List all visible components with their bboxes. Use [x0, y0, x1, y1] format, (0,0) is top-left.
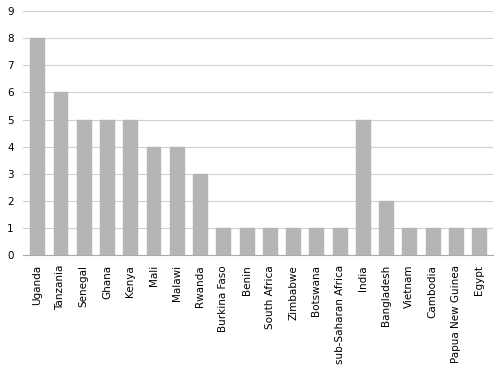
Bar: [332, 228, 346, 255]
Bar: [449, 228, 463, 255]
Bar: [54, 92, 68, 255]
Bar: [356, 119, 370, 255]
Bar: [240, 228, 254, 255]
Bar: [263, 228, 277, 255]
Bar: [30, 38, 44, 255]
Bar: [100, 119, 114, 255]
Bar: [124, 119, 137, 255]
Bar: [402, 228, 416, 255]
Bar: [310, 228, 324, 255]
Bar: [216, 228, 230, 255]
Bar: [286, 228, 300, 255]
Bar: [193, 174, 207, 255]
Bar: [77, 119, 90, 255]
Bar: [146, 147, 160, 255]
Bar: [170, 147, 184, 255]
Bar: [379, 201, 393, 255]
Bar: [472, 228, 486, 255]
Bar: [426, 228, 440, 255]
